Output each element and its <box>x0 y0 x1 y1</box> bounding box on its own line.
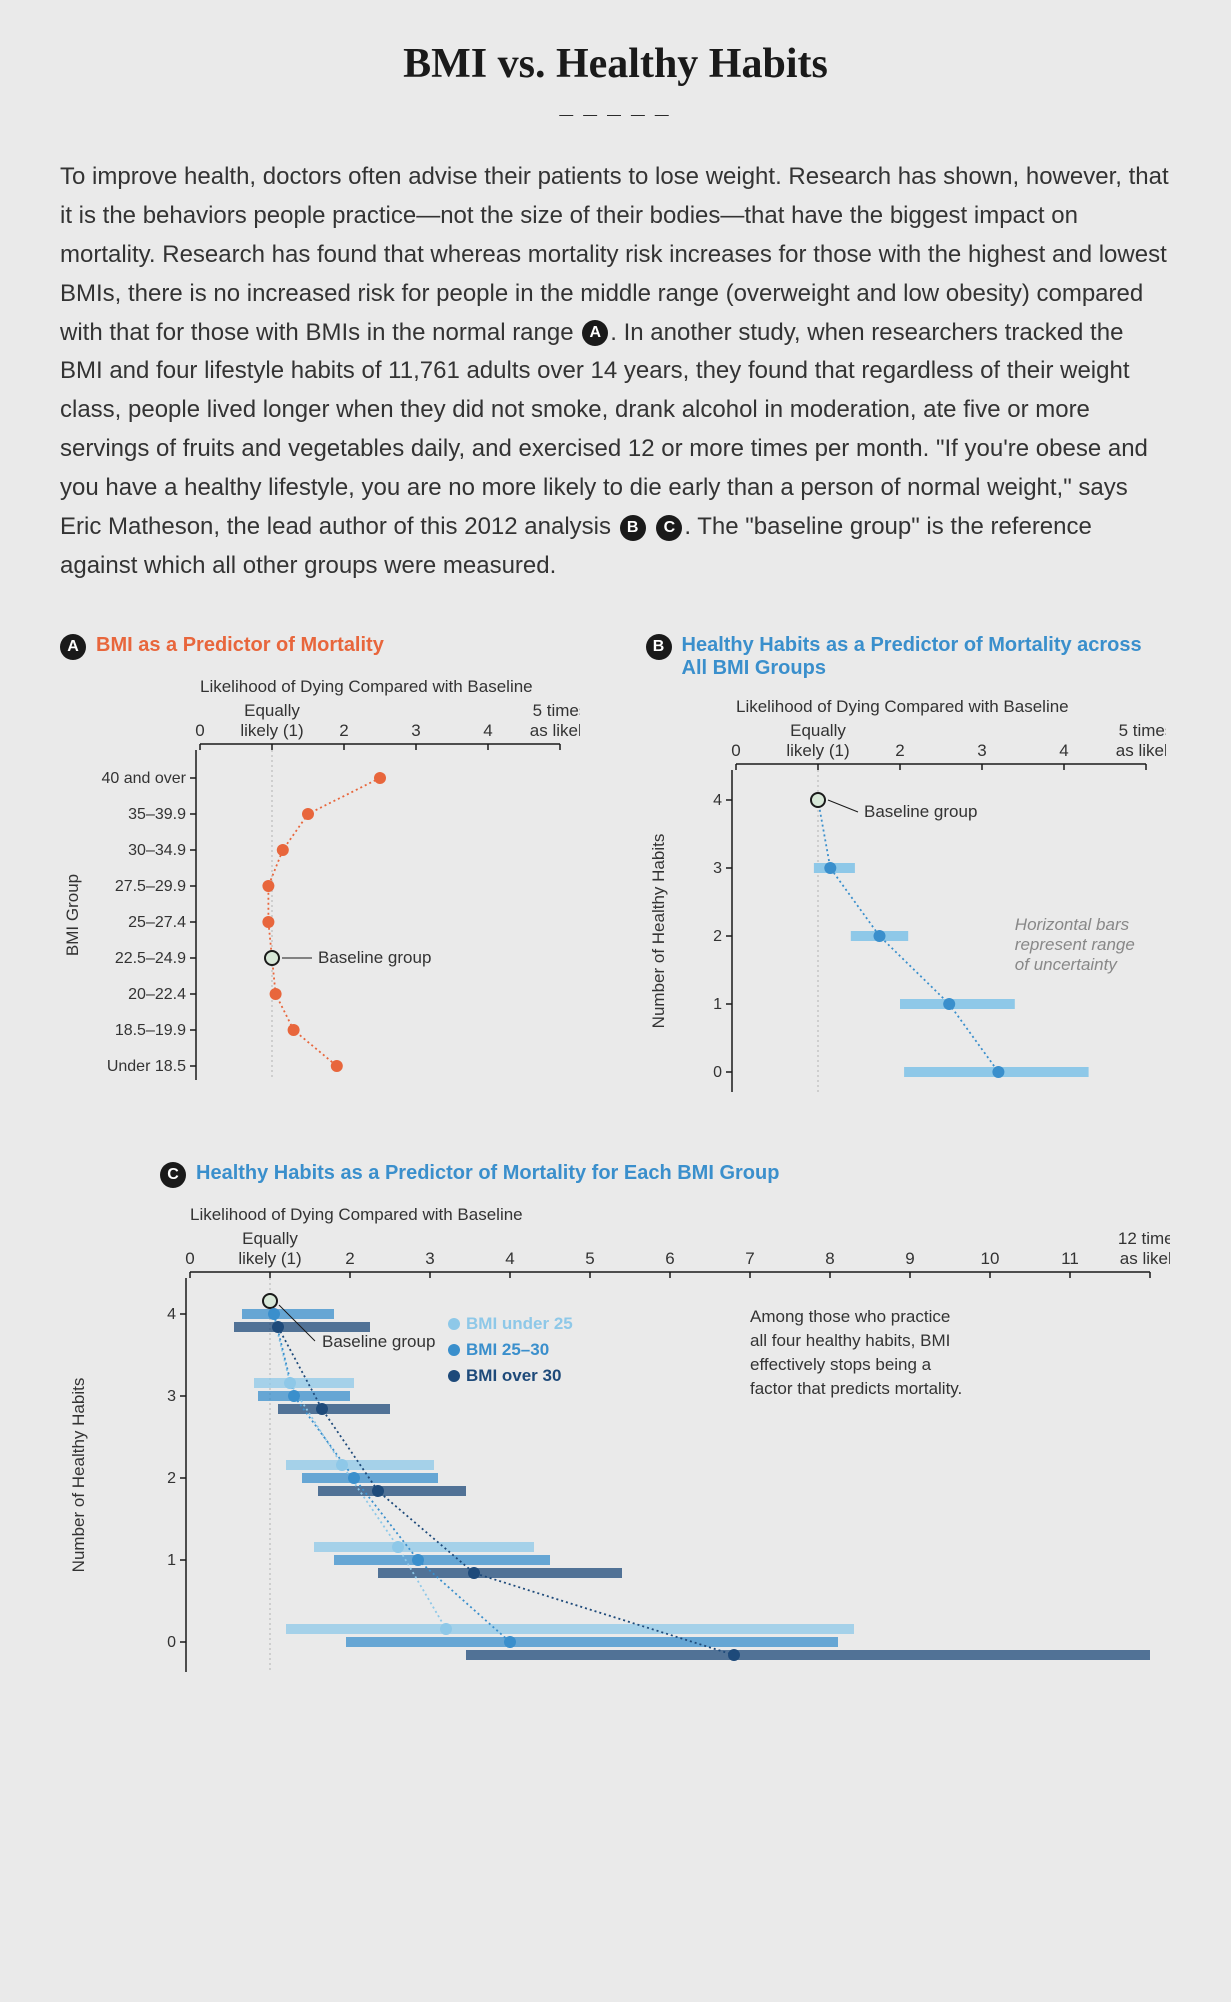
svg-text:Baseline group: Baseline group <box>864 802 977 821</box>
svg-text:Baseline group: Baseline group <box>322 1332 435 1351</box>
svg-text:Under 18.5: Under 18.5 <box>107 1058 186 1075</box>
svg-text:effectively stops being a: effectively stops being a <box>750 1355 932 1374</box>
svg-text:likely (1): likely (1) <box>238 1249 301 1268</box>
svg-text:of uncertainty: of uncertainty <box>1014 955 1118 974</box>
svg-text:27.5–29.9: 27.5–29.9 <box>115 878 186 895</box>
chart-c-title-text: Healthy Habits as a Predictor of Mortali… <box>196 1162 779 1185</box>
svg-text:BMI Group: BMI Group <box>63 874 82 956</box>
svg-text:11: 11 <box>1061 1249 1079 1268</box>
svg-text:9: 9 <box>905 1249 914 1268</box>
svg-text:5 times: 5 times <box>1118 721 1165 740</box>
svg-text:Likelihood of Dying Compared w: Likelihood of Dying Compared with Baseli… <box>190 1205 523 1224</box>
chart-c-title: C Healthy Habits as a Predictor of Morta… <box>160 1162 1171 1188</box>
svg-text:30–34.9: 30–34.9 <box>128 842 186 859</box>
svg-text:likely (1): likely (1) <box>240 721 303 740</box>
svg-text:BMI 25–30: BMI 25–30 <box>466 1340 549 1359</box>
badge-b-icon: B <box>646 634 672 660</box>
svg-text:2: 2 <box>339 721 348 740</box>
svg-text:Likelihood of Dying Compared w: Likelihood of Dying Compared with Baseli… <box>200 677 533 696</box>
inline-badge-b-icon: B <box>620 515 646 541</box>
badge-c-icon: C <box>160 1162 186 1188</box>
svg-text:factor that predicts mortality: factor that predicts mortality. <box>750 1379 962 1398</box>
chart-a-panel: A BMI as a Predictor of Mortality Likeli… <box>60 634 586 1122</box>
svg-text:5: 5 <box>585 1249 594 1268</box>
svg-text:0: 0 <box>713 1064 722 1081</box>
svg-text:as likely: as likely <box>1115 741 1165 760</box>
chart-c-svg: Likelihood of Dying Compared with Baseli… <box>60 1200 1170 1730</box>
svg-text:Equally: Equally <box>790 721 846 740</box>
svg-text:Among those who practice: Among those who practice <box>750 1307 950 1326</box>
svg-text:3: 3 <box>425 1249 434 1268</box>
svg-text:6: 6 <box>665 1249 674 1268</box>
svg-text:Baseline group: Baseline group <box>318 948 431 967</box>
svg-text:4: 4 <box>167 1306 176 1323</box>
svg-text:4: 4 <box>713 792 722 809</box>
svg-text:4: 4 <box>483 721 492 740</box>
svg-text:12 times: 12 times <box>1118 1229 1170 1248</box>
svg-text:7: 7 <box>745 1249 754 1268</box>
chart-c-panel: C Healthy Habits as a Predictor of Morta… <box>60 1162 1171 1730</box>
svg-text:35–39.9: 35–39.9 <box>128 806 186 823</box>
inline-badge-a-icon: A <box>582 320 608 346</box>
svg-text:1: 1 <box>167 1552 176 1569</box>
svg-text:2: 2 <box>167 1470 176 1487</box>
svg-text:0: 0 <box>195 721 204 740</box>
svg-text:as likely: as likely <box>1120 1249 1170 1268</box>
svg-text:8: 8 <box>825 1249 834 1268</box>
svg-text:represent range: represent range <box>1014 935 1134 954</box>
svg-text:0: 0 <box>167 1634 176 1651</box>
svg-text:Horizontal bars: Horizontal bars <box>1014 915 1129 934</box>
svg-text:1: 1 <box>713 996 722 1013</box>
chart-a-title: A BMI as a Predictor of Mortality <box>60 634 586 660</box>
svg-text:3: 3 <box>977 741 986 760</box>
svg-text:22.5–24.9: 22.5–24.9 <box>115 950 186 967</box>
svg-text:10: 10 <box>981 1249 1000 1268</box>
svg-text:0: 0 <box>731 741 740 760</box>
inline-badge-c-icon: C <box>656 515 682 541</box>
svg-text:2: 2 <box>895 741 904 760</box>
page-title: BMI vs. Healthy Habits <box>60 40 1171 88</box>
svg-text:all four healthy habits, BMI: all four healthy habits, BMI <box>750 1331 950 1350</box>
svg-text:4: 4 <box>1059 741 1068 760</box>
chart-b-panel: B Healthy Habits as a Predictor of Morta… <box>646 634 1172 1122</box>
svg-text:Number of Healthy Habits: Number of Healthy Habits <box>69 1377 88 1572</box>
svg-text:3: 3 <box>411 721 420 740</box>
svg-text:2: 2 <box>345 1249 354 1268</box>
svg-text:4: 4 <box>505 1249 514 1268</box>
svg-text:25–27.4: 25–27.4 <box>128 914 186 931</box>
chart-a-title-text: BMI as a Predictor of Mortality <box>96 634 384 657</box>
svg-text:20–22.4: 20–22.4 <box>128 986 186 1003</box>
svg-text:3: 3 <box>167 1388 176 1405</box>
svg-text:Likelihood of Dying Compared w: Likelihood of Dying Compared with Baseli… <box>736 697 1069 716</box>
chart-b-title-text: Healthy Habits as a Predictor of Mortali… <box>682 634 1172 680</box>
svg-text:40 and over: 40 and over <box>101 770 186 787</box>
chart-a-svg: Likelihood of Dying Compared with Baseli… <box>60 672 580 1102</box>
svg-text:3: 3 <box>713 860 722 877</box>
svg-text:2: 2 <box>713 928 722 945</box>
svg-text:Equally: Equally <box>244 701 300 720</box>
svg-text:Number of Healthy Habits: Number of Healthy Habits <box>649 833 668 1028</box>
intro-paragraph: To improve health, doctors often advise … <box>60 158 1171 586</box>
svg-text:Equally: Equally <box>242 1229 298 1248</box>
svg-text:as likely: as likely <box>530 721 580 740</box>
title-divider: — — — — — <box>60 106 1171 122</box>
badge-a-icon: A <box>60 634 86 660</box>
chart-b-title: B Healthy Habits as a Predictor of Morta… <box>646 634 1172 680</box>
svg-text:BMI under 25: BMI under 25 <box>466 1314 573 1333</box>
svg-text:BMI over 30: BMI over 30 <box>466 1366 561 1385</box>
svg-text:18.5–19.9: 18.5–19.9 <box>115 1022 186 1039</box>
svg-text:likely (1): likely (1) <box>786 741 849 760</box>
chart-b-svg: Likelihood of Dying Compared with Baseli… <box>646 692 1166 1122</box>
svg-text:5 times: 5 times <box>533 701 580 720</box>
svg-text:0: 0 <box>185 1249 194 1268</box>
